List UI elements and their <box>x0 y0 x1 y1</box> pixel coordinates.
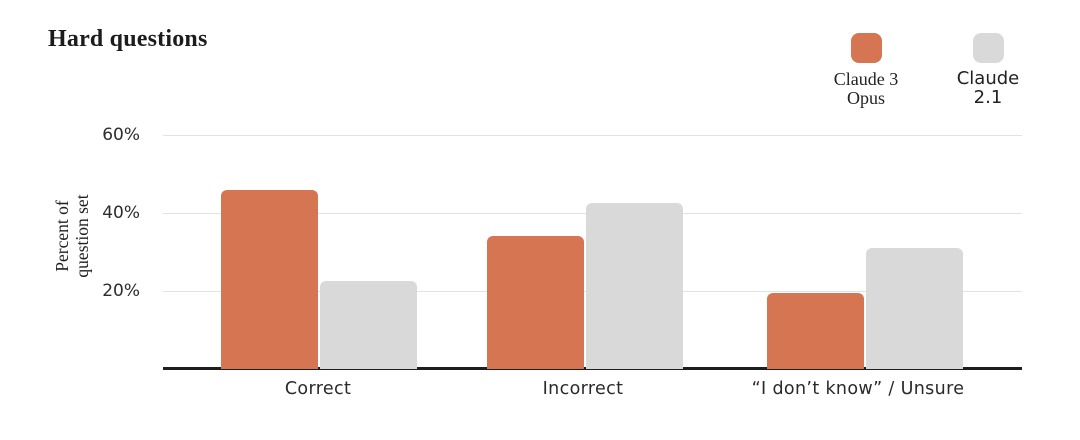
bar-claude-3-opus-2 <box>487 236 584 369</box>
chart-title: Hard questions <box>48 26 208 52</box>
x-category-label-3: “I don’t know” / Unsure <box>751 379 965 399</box>
bar-claude-3-opus-3 <box>767 292 864 369</box>
legend: Claude 3 Opus Claude 2.1 <box>820 33 1034 108</box>
bar-claude-3-opus-1 <box>221 189 318 369</box>
legend-swatch-claude-3-opus <box>850 33 882 63</box>
legend-item-claude-2-1: Claude 2.1 <box>942 33 1034 108</box>
y-tick-label-20: 20% <box>102 281 140 301</box>
bar-group-3 <box>767 248 963 369</box>
bar-claude-2-1-1 <box>320 281 417 369</box>
gridline-60 <box>163 134 1022 136</box>
bar-claude-2-1-2 <box>586 203 683 369</box>
legend-label-claude-2-1: Claude 2.1 <box>956 68 1020 108</box>
legend-item-claude-3-opus: Claude 3 Opus <box>820 33 912 108</box>
legend-label-line2: 2.1 <box>973 86 1003 108</box>
x-category-label-1: Correct <box>284 379 352 399</box>
x-category-label-2: Incorrect <box>542 379 624 399</box>
legend-swatch-claude-2-1 <box>972 33 1004 63</box>
bar-group-2 <box>487 203 683 369</box>
legend-label-claude-3-opus: Claude 3 Opus <box>834 70 899 108</box>
bar-group-1 <box>221 189 417 369</box>
legend-label-line1: Claude <box>956 68 1020 89</box>
bar-claude-2-1-3 <box>866 248 963 369</box>
y-tick-label-40: 40% <box>102 203 140 223</box>
legend-label-line1: Claude 3 <box>833 69 899 89</box>
y-tick-label-60: 60% <box>102 125 140 145</box>
legend-label-line2: Opus <box>846 87 885 108</box>
plot-area: Correct Incorrect “I don’t know” / Unsure <box>163 119 1022 399</box>
